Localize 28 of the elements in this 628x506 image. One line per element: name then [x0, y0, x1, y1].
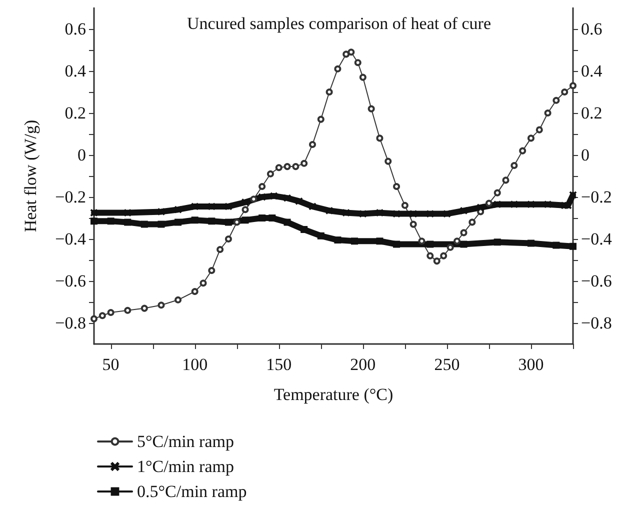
y-tick-label: −0.2 — [55, 188, 86, 206]
x-tick-label: 200 — [350, 355, 376, 374]
y-tick-label: −0.4 — [55, 230, 86, 248]
y-tick-label: 0.4 — [64, 62, 86, 80]
y-tick-label: 0.2 — [64, 104, 86, 122]
y2-tick-label: 0.4 — [581, 62, 603, 80]
x-tick-label: 50 — [102, 355, 120, 374]
y2-tick-label: −0.6 — [581, 272, 612, 290]
x-tick-label: 100 — [182, 355, 208, 374]
x-tick-label: 150 — [266, 355, 292, 374]
y2-tick-label: 0 — [581, 146, 590, 164]
legend-label: 5°C/min ramp — [137, 432, 234, 451]
y-tick-label: −0.6 — [55, 272, 86, 290]
y2-tick-label: −0.2 — [581, 188, 612, 206]
legend-label: 0.5°C/min ramp — [137, 482, 247, 501]
x-axis-title: Temperature (°C) — [274, 385, 394, 404]
x-tick-label: 250 — [434, 355, 460, 374]
y2-tick-label: −0.4 — [581, 230, 612, 248]
y-tick-label: 0 — [78, 146, 86, 164]
y-axis-title: Heat flow (W/g) — [21, 120, 40, 232]
y2-tick-label: −0.8 — [581, 314, 612, 332]
chart-title: Uncured samples comparison of heat of cure — [187, 14, 491, 33]
y2-tick-label: 0.6 — [581, 20, 602, 38]
legend-label: 1°C/min ramp — [137, 457, 234, 476]
y2-tick-label: 0.2 — [581, 104, 602, 122]
x-tick-label: 300 — [518, 355, 544, 374]
y-tick-label: 0.6 — [64, 20, 86, 38]
y-tick-label: −0.8 — [55, 314, 86, 332]
